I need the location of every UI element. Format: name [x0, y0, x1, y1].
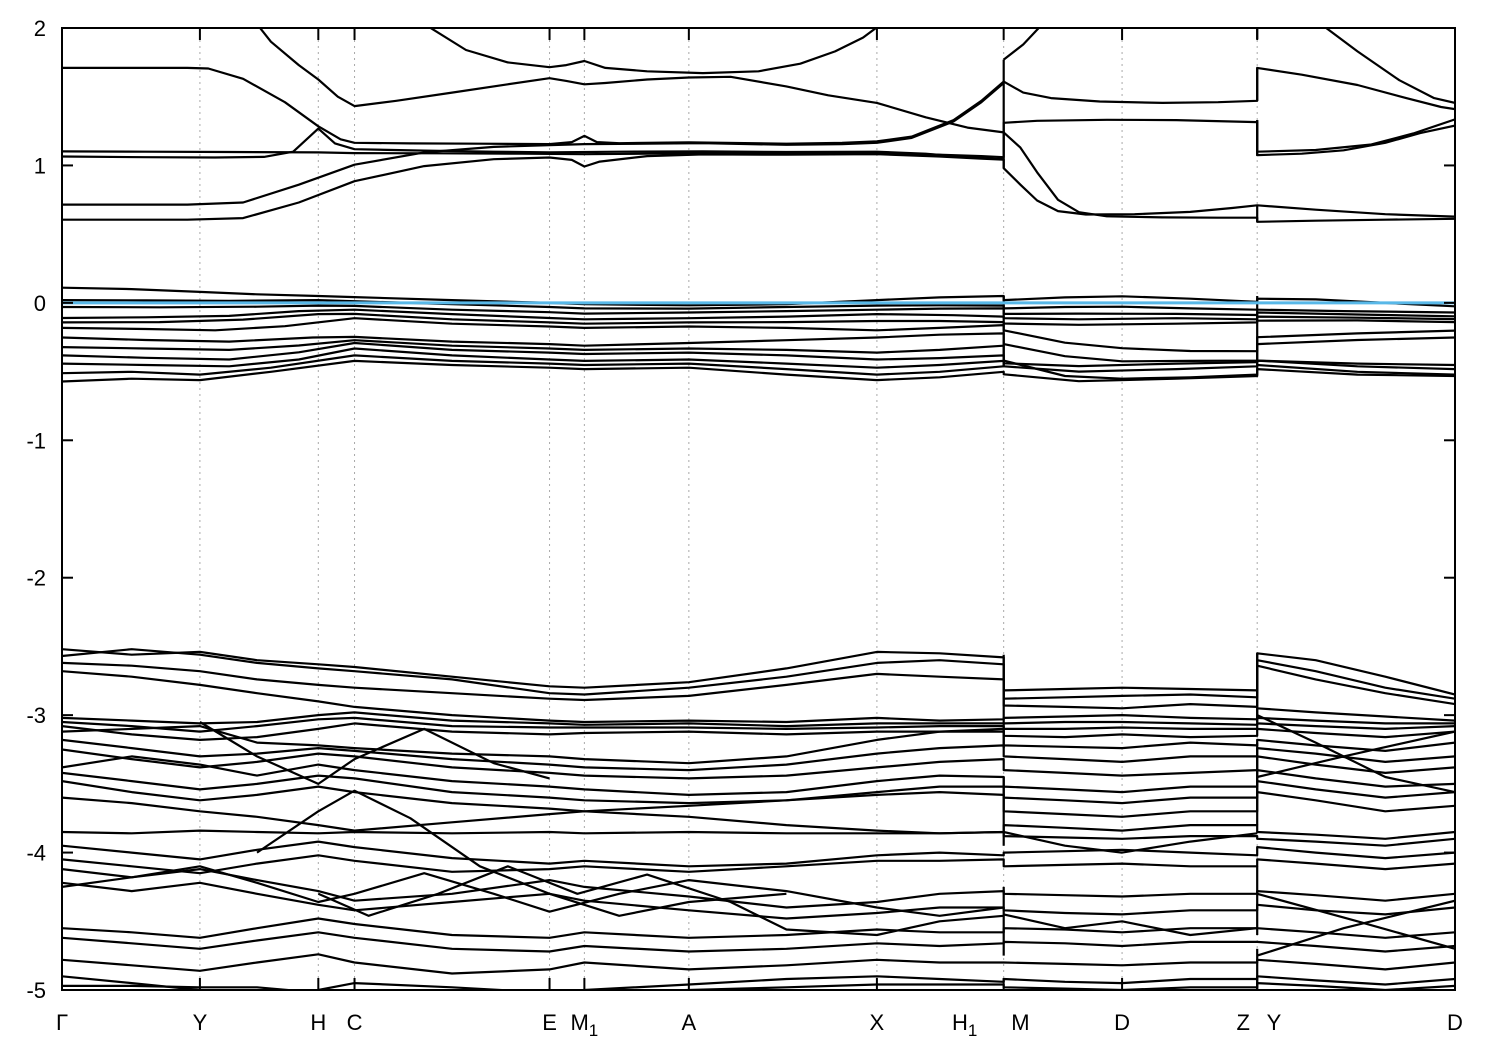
x-axis-kpoint-labels: Γ Y H C E M1 A X H1 M D Z Y D: [56, 1010, 1463, 1040]
band-path-valence-yd-cross-3: [1256, 892, 1455, 950]
y-tick-label: -4: [26, 841, 46, 866]
kpoint-label: E: [542, 1010, 557, 1035]
band-path-valence-3: [62, 661, 1455, 710]
band-path-cond-band-a: [62, 66, 1455, 146]
y-tick-label: 2: [34, 16, 46, 41]
band-path-cond-yd-top-descent: [1324, 28, 1455, 104]
y-tick-label: -1: [26, 428, 46, 453]
band-path-cond-band-e: [62, 82, 1005, 206]
kpoint-label: A: [682, 1010, 697, 1035]
band-path-near-ef-8: [62, 339, 1455, 380]
kpoint-label: Γ: [56, 1010, 68, 1035]
band-path-valence-15: [62, 829, 1455, 847]
y-tick-labels: 2 1 0 -1 -2 -3 -4 -5: [26, 16, 46, 1003]
band-path-valence-cross-2: [256, 789, 787, 917]
y-tick-label: -5: [26, 978, 46, 1003]
band-path-valence-17: [62, 854, 1455, 875]
band-path-valence-22: [62, 953, 1455, 975]
band-path-valence-cross-3: [317, 865, 1004, 937]
band-path-valence-6: [62, 716, 1455, 733]
band-path-cond-yd-mid-rise: [1256, 118, 1455, 153]
band-path-valence-7: [62, 722, 1455, 741]
y-tick-label: -2: [26, 566, 46, 591]
band-path-valence-mdz-wave-2: [1003, 913, 1258, 937]
band-path-valence-yd-cross-2: [1256, 730, 1455, 779]
band-path-near-ef-3: [62, 304, 1455, 318]
band-path-cond-band-b: [258, 28, 1455, 223]
kpoint-label: D: [1114, 1010, 1130, 1035]
band-path-near-ef-9: [62, 341, 1455, 371]
kpoint-label: H1: [952, 1010, 977, 1040]
kpoint-label: D: [1447, 1010, 1463, 1035]
band-path-valence-16: [62, 840, 1455, 868]
y-tick-label: 1: [34, 153, 46, 178]
kpoint-label: C: [347, 1010, 363, 1035]
band-path-valence-20: [62, 917, 1455, 939]
band-path-valence-14: [62, 796, 1455, 840]
band-path-cond-u-top: [428, 28, 878, 75]
band-path-cond-band-f: [62, 153, 1004, 221]
band-lines: [62, 28, 1455, 990]
y-tick-label: 0: [34, 291, 46, 316]
band-path-near-ef-12: [62, 359, 1455, 383]
band-path-near-ef-7: [62, 332, 1455, 363]
band-path-valence-mdz-wave-1: [1003, 830, 1258, 854]
kpoint-label: M1: [570, 1010, 598, 1040]
band-path-valence-2: [62, 648, 1455, 700]
kpoint-label: H: [310, 1010, 326, 1035]
band-path-near-ef-2: [62, 299, 1455, 314]
kpoint-label: Z: [1237, 1010, 1250, 1035]
band-path-valence-yd-cross-4: [1256, 899, 1455, 957]
gridlines: [199, 28, 1258, 990]
band-path-valence-cross-4: [62, 865, 1004, 917]
kpoint-label: X: [870, 1010, 885, 1035]
band-path-valence-8: [62, 725, 1455, 765]
band-path-cond-band-c: [62, 118, 1455, 159]
band-path-cond-band-d: [62, 127, 1455, 218]
band-path-cond-m-top-exit: [1003, 28, 1041, 61]
kpoint-label: Y: [1267, 1010, 1282, 1035]
band-path-near-ef-10: [62, 347, 1455, 376]
kpoint-label: M: [1011, 1010, 1029, 1035]
band-path-valence-yd-cross-1: [1256, 714, 1455, 794]
band-path-near-ef-4: [62, 308, 1455, 321]
band-path-valence-21: [62, 931, 1455, 953]
band-path-valence-cross-1: [199, 721, 550, 785]
y-tick-label: -3: [26, 703, 46, 728]
axis-border: [61, 27, 1456, 991]
band-path-near-ef-6: [62, 317, 1455, 353]
axis-ticks: [62, 27, 1455, 991]
band-path-near-ef-11: [62, 354, 1004, 376]
band-path-near-ef-5: [62, 312, 1455, 326]
band-path-valence-23: [62, 975, 1455, 990]
kpoint-label: Y: [193, 1010, 208, 1035]
